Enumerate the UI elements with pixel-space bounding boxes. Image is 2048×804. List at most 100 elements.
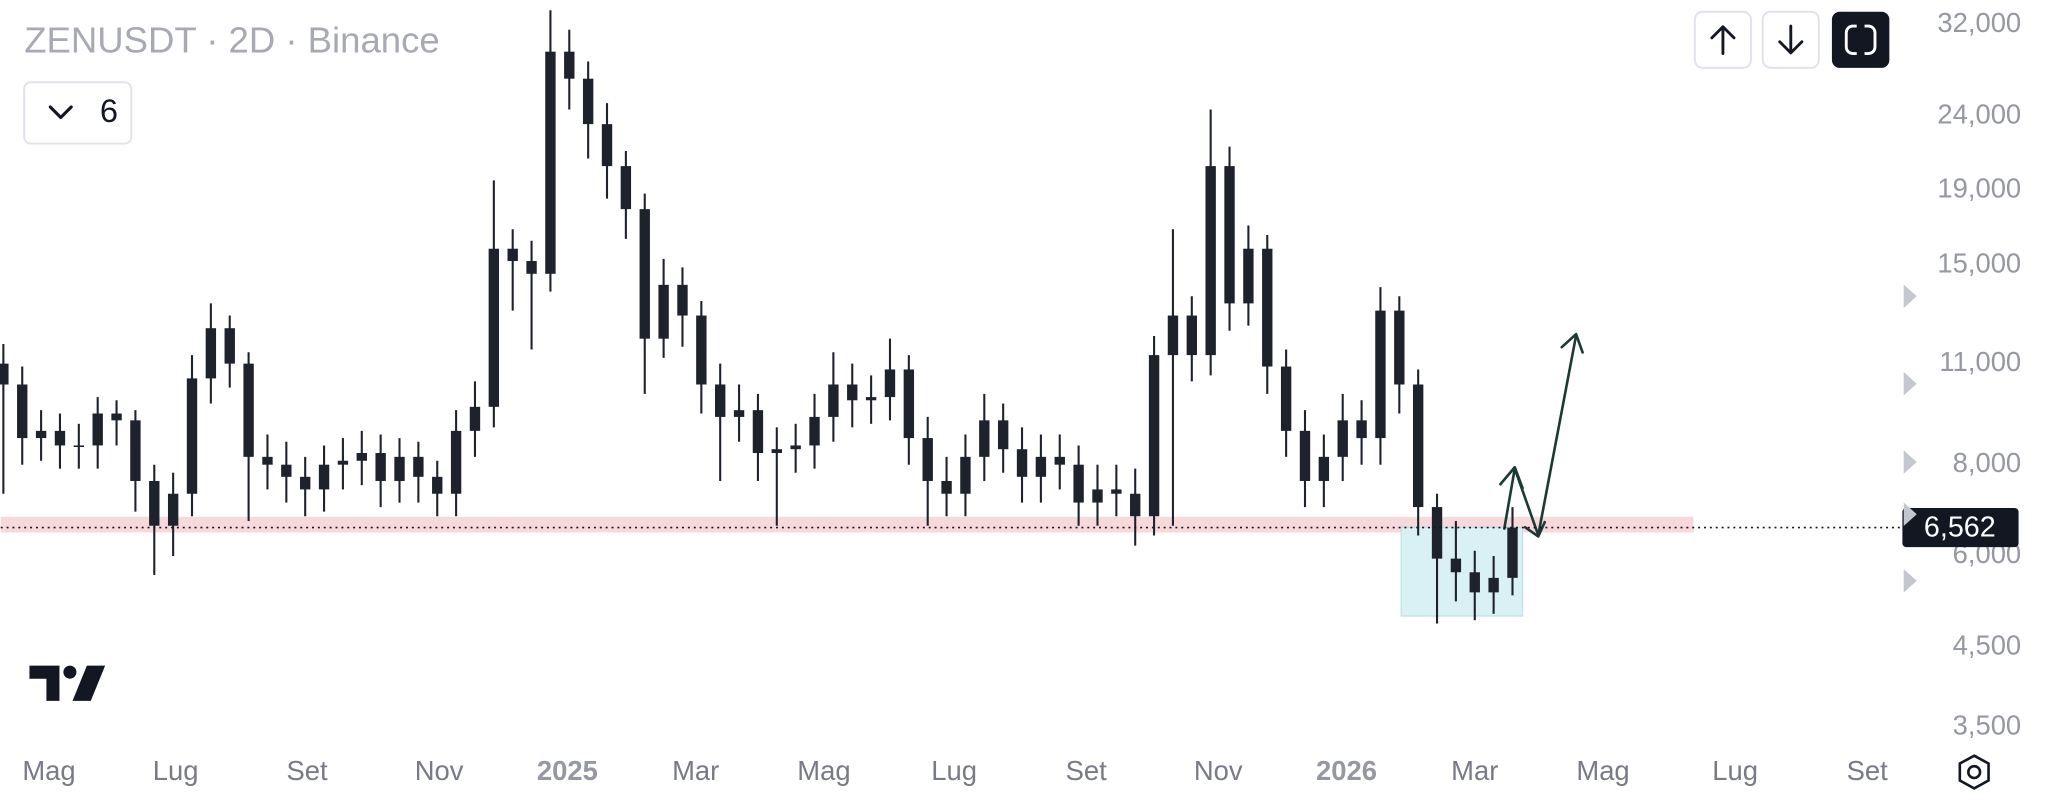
candle-body <box>92 413 103 446</box>
candle-body <box>1148 355 1160 517</box>
right-markers <box>1903 284 1917 593</box>
candle-body <box>564 51 575 79</box>
candle-body <box>450 430 462 494</box>
y-tick-label: 15,000 <box>1937 247 2021 278</box>
candle-body <box>0 363 9 385</box>
candle-body <box>1092 489 1103 503</box>
marker <box>1903 371 1917 396</box>
candle-body <box>1299 430 1311 481</box>
candle-body <box>1488 577 1499 593</box>
x-tick-label: 2026 <box>1316 755 1377 786</box>
x-tick-label: Mag <box>1576 755 1629 786</box>
candle-body <box>1016 449 1028 477</box>
candle-body <box>1394 310 1405 385</box>
down-arrow-icon <box>1778 24 1804 55</box>
axes: 3,5004,5006,0008,00011,00015,00019,00024… <box>0 7 2021 786</box>
marker <box>1903 284 1917 309</box>
candle-body <box>1262 248 1273 367</box>
scroll-down-button[interactable] <box>1761 10 1820 69</box>
logo-part <box>72 665 106 701</box>
candle-body <box>696 315 707 385</box>
candle-body <box>1450 558 1462 573</box>
x-tick-label: Mag <box>797 755 850 786</box>
candle-body <box>997 420 1009 450</box>
candle-body <box>337 460 349 465</box>
y-tick-label: 19,000 <box>1937 172 2021 203</box>
candle-body <box>828 384 839 417</box>
candle-body <box>1073 464 1084 503</box>
fullscreen-button[interactable] <box>1831 11 1890 68</box>
settings-icon <box>1967 764 1982 780</box>
arrow-head <box>1499 465 1524 490</box>
candle-body <box>1035 456 1047 477</box>
candle-body <box>941 480 952 494</box>
candles <box>0 10 1518 624</box>
candle-body <box>130 420 141 481</box>
candle-body <box>281 464 292 477</box>
candle-body <box>375 453 386 481</box>
x-tick-label: Set <box>287 755 329 786</box>
logo-part <box>63 665 77 679</box>
candle-body <box>922 438 933 481</box>
candle-body <box>790 445 801 450</box>
candle-body <box>1111 489 1122 494</box>
x-tick-label: Nov <box>1194 755 1243 786</box>
x-tick-label: Lug <box>1712 755 1758 786</box>
candle-body <box>186 378 198 494</box>
tradingview-logo <box>29 665 106 701</box>
projection-arrows <box>1499 332 1584 538</box>
button-box[interactable] <box>1831 11 1890 68</box>
candle-body <box>752 410 764 454</box>
settings-button[interactable] <box>1958 754 1990 790</box>
candle-body <box>54 430 66 446</box>
candle-body <box>1130 493 1141 517</box>
candle-body <box>979 420 990 457</box>
candle-body <box>300 476 311 490</box>
indicators-toggle[interactable]: 6 <box>23 81 133 145</box>
toggle-box[interactable] <box>23 81 133 145</box>
y-tick-label: 24,000 <box>1937 98 2021 129</box>
candle-body <box>1431 507 1443 559</box>
last-price-box <box>1902 507 2019 548</box>
candle-body <box>224 328 235 364</box>
candle-body <box>1205 166 1216 356</box>
candle-body <box>1280 366 1292 431</box>
candle-body <box>1337 420 1348 457</box>
chart-title: ZENUSDT · 2D · Binance <box>24 20 440 61</box>
candle-body <box>167 493 179 526</box>
x-tick-label: Mag <box>22 755 75 786</box>
x-tick-label: Mar <box>1451 755 1498 786</box>
x-tick-label: Mar <box>672 755 719 786</box>
candle-body <box>771 449 782 454</box>
candle-body <box>1167 315 1179 356</box>
candle-body <box>507 248 518 262</box>
accumulation-box <box>1400 526 1524 617</box>
candle-body <box>582 78 594 125</box>
candle-body <box>960 456 971 494</box>
x-tick-label: 2025 <box>537 755 598 786</box>
marker <box>1903 450 1917 474</box>
candle-body <box>545 51 556 274</box>
candle-body <box>1186 315 1197 356</box>
candle-body <box>620 166 632 210</box>
logo-part <box>29 665 60 701</box>
candle-body <box>1412 384 1424 508</box>
scroll-up-button[interactable] <box>1693 10 1752 69</box>
candle-body <box>149 480 160 526</box>
candle-body <box>903 369 915 439</box>
arrow-head <box>1523 520 1547 538</box>
y-tick-label: 11,000 <box>1939 346 2021 377</box>
candle-body <box>1507 527 1518 578</box>
marker <box>1903 569 1917 593</box>
settings-icon <box>1958 754 1990 790</box>
candle-body <box>243 363 254 457</box>
support-zone <box>0 516 1694 533</box>
arrow-head <box>1560 332 1584 354</box>
candle-body <box>262 456 273 465</box>
candle-body <box>1224 166 1235 304</box>
candle-body <box>658 284 669 339</box>
candle-body <box>884 369 896 398</box>
candle-body <box>73 445 85 448</box>
candle-body <box>394 456 405 481</box>
